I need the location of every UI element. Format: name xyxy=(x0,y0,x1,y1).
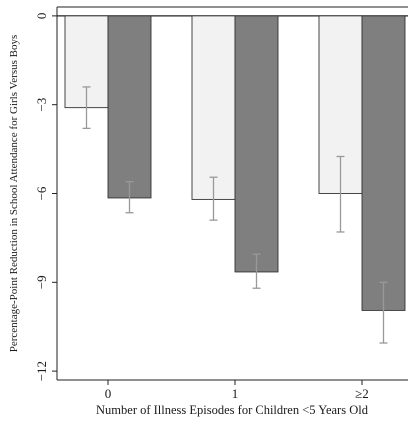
bar xyxy=(361,15,406,311)
x-tick-label: 0 xyxy=(105,386,112,401)
y-tick-label: 0 xyxy=(34,13,49,20)
y-tick-label: −6 xyxy=(34,186,49,200)
x-tick-label: 1 xyxy=(232,386,239,401)
x-tick-label: ≥2 xyxy=(355,386,369,401)
error-bars xyxy=(82,86,388,344)
bar xyxy=(107,15,152,199)
ticks: 0 −3 −6 −9 −12 0 1 ≥2 xyxy=(34,13,369,401)
bars xyxy=(64,15,406,311)
y-tick-label: −9 xyxy=(34,275,49,289)
y-tick-label: −12 xyxy=(34,361,49,381)
x-axis-title: Number of Illness Episodes for Children … xyxy=(96,403,369,417)
bar xyxy=(191,15,236,200)
y-tick-label: −3 xyxy=(34,98,49,112)
bar xyxy=(234,15,279,273)
y-axis-title: Percentage-Point Reduction in School Att… xyxy=(8,35,20,353)
